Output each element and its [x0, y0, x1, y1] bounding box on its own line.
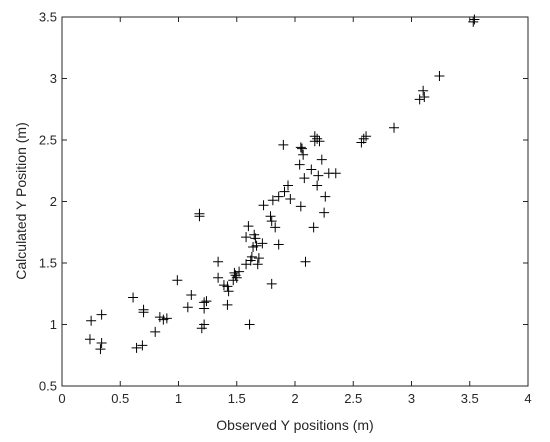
data-point	[265, 211, 276, 222]
data-point	[222, 299, 233, 310]
data-point	[199, 297, 210, 308]
x-tick-label: 4	[524, 391, 531, 406]
y-tick-label: 1.5	[39, 256, 57, 271]
data-point	[229, 267, 240, 278]
data-point	[96, 337, 107, 348]
data-point	[279, 186, 290, 197]
axis-ticks: 0 0.5 1 1.5 2 2.5 3 3.5 40.511.522.533.5	[39, 10, 532, 407]
x-tick-label: 3	[408, 391, 415, 406]
data-point	[172, 275, 183, 286]
data-point	[299, 173, 310, 184]
data-point	[358, 133, 369, 144]
data-point	[182, 302, 193, 313]
data-point	[273, 239, 284, 250]
data-point	[252, 259, 263, 270]
data-point	[298, 149, 309, 160]
data-point	[137, 340, 148, 351]
data-point	[266, 278, 277, 289]
data-point	[295, 201, 306, 212]
data-point	[243, 221, 254, 232]
data-point	[294, 159, 305, 170]
data-point	[128, 292, 139, 303]
x-tick-label: 1.5	[228, 391, 246, 406]
data-point	[131, 342, 142, 353]
data-point	[253, 253, 264, 264]
data-point	[285, 194, 296, 205]
y-tick-label: 3.5	[39, 10, 57, 25]
data-point	[468, 16, 479, 27]
data-point	[306, 164, 317, 175]
data-point	[95, 344, 106, 355]
y-tick-label: 1	[50, 317, 57, 332]
data-point	[250, 233, 261, 244]
data-point	[419, 91, 430, 102]
data-points	[84, 14, 480, 355]
data-point	[309, 131, 320, 142]
data-point	[283, 180, 294, 191]
data-point	[150, 326, 161, 337]
data-point	[84, 334, 95, 345]
data-point	[258, 200, 269, 211]
data-point	[201, 296, 212, 307]
x-tick-label: 3.5	[461, 391, 479, 406]
data-point	[273, 191, 284, 202]
data-point	[161, 313, 172, 324]
data-point	[320, 191, 331, 202]
y-tick-label: 3	[50, 71, 57, 86]
y-tick-label: 0.5	[39, 379, 57, 394]
data-point	[312, 180, 323, 191]
plot-area	[61, 16, 529, 387]
data-point	[199, 319, 210, 330]
data-point	[319, 207, 330, 218]
data-point	[186, 289, 197, 300]
y-axis-label: Calculated Y Position (m)	[13, 122, 29, 279]
x-axis-label: Observed Y positions (m)	[216, 417, 373, 433]
data-point	[330, 168, 341, 179]
data-point	[296, 143, 307, 154]
data-point	[213, 256, 224, 267]
data-point	[270, 222, 281, 233]
data-point	[194, 208, 205, 219]
data-point	[138, 304, 149, 315]
data-point	[257, 238, 268, 249]
data-point	[312, 133, 323, 144]
data-point	[300, 256, 311, 267]
data-point	[313, 170, 324, 181]
data-point	[251, 240, 262, 251]
data-point	[314, 136, 325, 147]
data-point	[434, 71, 445, 82]
data-point	[361, 131, 372, 142]
data-point	[222, 281, 233, 292]
data-point	[267, 195, 278, 206]
data-point	[316, 154, 327, 165]
data-point	[241, 232, 252, 243]
data-point	[469, 14, 480, 25]
x-tick-label: 1	[175, 391, 182, 406]
data-point	[278, 139, 289, 150]
data-point	[418, 85, 429, 96]
data-point	[295, 142, 306, 153]
data-point	[96, 309, 107, 320]
data-point	[244, 319, 255, 330]
y-tick-label: 2.5	[39, 133, 57, 148]
data-point	[86, 315, 97, 326]
y-tick-label: 2	[50, 194, 57, 209]
data-point	[213, 272, 224, 283]
data-point	[246, 251, 257, 262]
data-point	[308, 222, 319, 233]
data-point	[223, 286, 234, 297]
data-point	[234, 266, 245, 277]
x-tick-label: 0.5	[111, 391, 129, 406]
data-point	[414, 94, 425, 105]
data-point	[266, 216, 277, 227]
data-point	[389, 122, 400, 133]
data-point	[231, 272, 242, 283]
x-tick-label: 0	[58, 391, 65, 406]
x-tick-label: 2.5	[344, 391, 362, 406]
x-tick-label: 2	[291, 391, 298, 406]
